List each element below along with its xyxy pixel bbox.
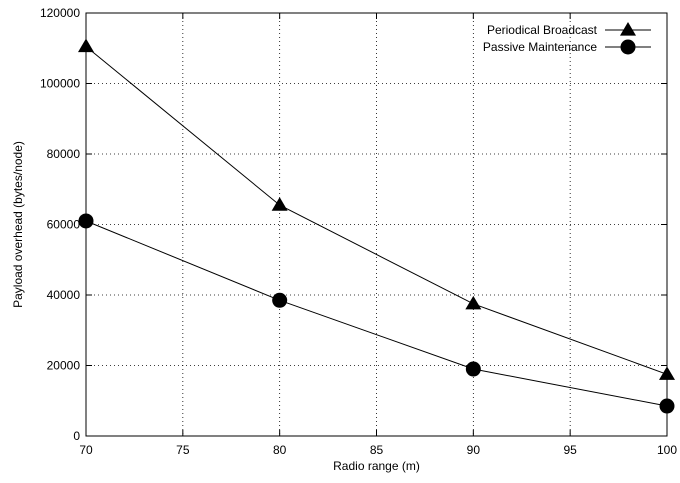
- plot-frame: [85, 12, 668, 437]
- legend: Periodical Broadcast Passive Maintenance: [483, 22, 651, 55]
- data-point: [272, 292, 288, 308]
- legend-marker: [620, 39, 636, 55]
- series-triangle: [78, 38, 675, 380]
- y-tick-label: 100000: [40, 77, 80, 91]
- y-axis-label: Payload overhead (bytes/node): [11, 141, 25, 308]
- x-tick-label: 80: [273, 443, 287, 457]
- data-point: [659, 398, 675, 414]
- legend-label: Periodical Broadcast: [487, 23, 598, 37]
- x-tick-label: 95: [563, 443, 577, 457]
- series-circle: [78, 213, 675, 414]
- y-tick-label: 120000: [40, 6, 80, 20]
- grid: [86, 13, 667, 436]
- axis-ticks: 70 75 80 85 90 95 100 0 20000 40000 60000 80000 1000…: [40, 6, 677, 457]
- y-tick-label: 60000: [47, 218, 81, 232]
- y-tick-label: 20000: [47, 359, 81, 373]
- y-tick-label: 40000: [47, 288, 81, 302]
- legend-label: Passive Maintenance: [483, 40, 597, 54]
- data-point: [78, 38, 94, 53]
- data-point: [78, 213, 94, 229]
- data-point: [271, 197, 288, 211]
- legend-marker: [620, 22, 636, 36]
- y-tick-label: 80000: [47, 147, 81, 161]
- series-layer: [78, 38, 675, 414]
- series-line: [85, 46, 668, 375]
- x-tick-label: 75: [176, 443, 190, 457]
- data-point: [659, 366, 675, 380]
- y-tick-label: 0: [73, 429, 80, 443]
- x-tick-label: 90: [467, 443, 481, 457]
- data-point: [465, 295, 482, 310]
- x-tick-label: 100: [657, 443, 677, 457]
- x-tick-label: 70: [79, 443, 93, 457]
- x-tick-label: 85: [370, 443, 384, 457]
- data-point: [465, 361, 481, 377]
- x-axis-label: Radio range (m): [333, 459, 420, 473]
- series-line: [85, 220, 668, 407]
